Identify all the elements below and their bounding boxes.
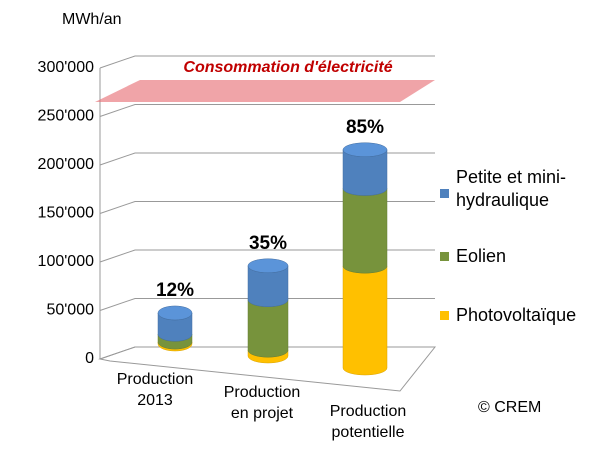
data-label: 12%	[156, 280, 194, 301]
data-label: 85%	[346, 117, 384, 138]
y-axis-label: MWh/an	[62, 11, 122, 28]
legend-swatch	[440, 252, 449, 261]
bar-cap	[342, 142, 388, 157]
legend-label: Photovoltaïque	[456, 305, 576, 325]
bar-cap	[157, 305, 193, 321]
y-tick-label: 150'000	[38, 205, 95, 222]
source: © CREM	[478, 399, 541, 416]
y-tick-label: 250'000	[38, 108, 95, 125]
grid-line	[99, 55, 435, 69]
y-tick-label: 0	[85, 350, 94, 367]
bar-cap	[247, 258, 289, 274]
reference-plane	[95, 79, 435, 102]
bar-segment	[342, 188, 388, 274]
grid-line	[99, 249, 435, 263]
y-tick-label: 200'000	[38, 156, 95, 173]
x-tick-label: Production en projet	[224, 384, 301, 422]
data-label: 35%	[249, 233, 287, 254]
x-tick-label: Production potentielle	[330, 403, 407, 441]
x-tick-label: Production 2013	[117, 371, 194, 409]
legend-swatch	[440, 311, 449, 320]
legend-label: Petite et mini-hydraulique	[456, 167, 566, 210]
reference-label: Consommation d'électricité	[183, 59, 392, 76]
y-tick-label: 100'000	[38, 253, 95, 270]
grid-line	[99, 152, 435, 166]
grid-line	[99, 104, 435, 117]
grid-line	[99, 201, 435, 214]
bar-segment	[247, 299, 289, 358]
grid-line	[99, 346, 435, 360]
y-tick-label: 300'000	[38, 59, 95, 76]
legend-swatch	[440, 189, 449, 198]
legend-label: Eolien	[456, 246, 506, 266]
y-tick-label: 50'000	[46, 302, 94, 319]
grid-line	[99, 298, 435, 311]
bar-segment	[342, 266, 388, 376]
